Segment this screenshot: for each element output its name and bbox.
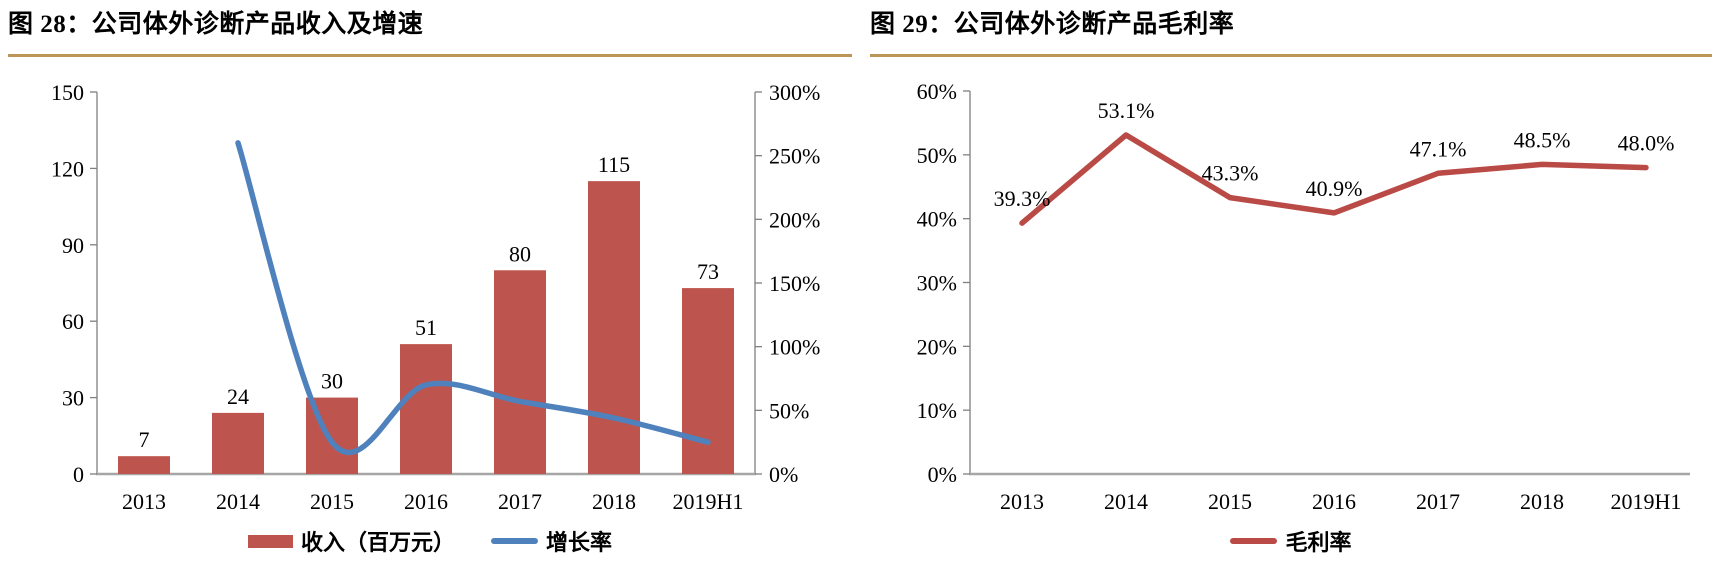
point-value-label: 48.0% — [1618, 131, 1675, 156]
margin-legend-label: 毛利率 — [1285, 530, 1352, 555]
right-axis-tick-label: 200% — [769, 207, 820, 232]
figure-28-title: 图 28：公司体外诊断产品收入及增速 — [8, 11, 424, 38]
margin-line-swatch-icon — [1230, 538, 1278, 544]
y-axis-tick-label: 0% — [928, 462, 957, 487]
point-value-label: 40.9% — [1306, 176, 1363, 201]
figure-28-title-rule — [8, 54, 852, 57]
revenue-growth-chart-svg: 0 30 60 90 120 150 0% 50% 100% 150% 200% 250% 300% 7 2… — [51, 80, 820, 514]
x-axis-label: 2014 — [1104, 489, 1148, 514]
growth-legend-label: 增长率 — [546, 530, 613, 555]
figure-29-title-rule — [870, 54, 1712, 57]
point-value-label: 47.1% — [1410, 136, 1467, 161]
figure-28-legend: 收入（百万元） 增长率 — [0, 525, 860, 557]
left-axis-tick-label: 150 — [51, 80, 84, 105]
point-value-label: 39.3% — [994, 186, 1051, 211]
growth-rate-line — [235, 140, 711, 455]
point-value-label: 43.3% — [1202, 161, 1259, 186]
legend-item-margin: 毛利率 — [1230, 525, 1352, 557]
point-value-label: 53.1% — [1098, 98, 1155, 123]
x-axis-label: 2013 — [1000, 489, 1044, 514]
left-axis-tick-label: 60 — [62, 309, 84, 334]
bar-value-label: 80 — [509, 241, 531, 266]
right-axis-tick-label: 100% — [769, 335, 820, 360]
x-axis-label: 2015 — [1208, 489, 1252, 514]
x-axis-label: 2014 — [216, 489, 260, 514]
right-axis-tick-label: 0% — [769, 462, 798, 487]
bar-value-label: 115 — [598, 152, 630, 177]
gross-margin-chart: 0% 10% 20% 30% 40% 50% 60% 39.3% 53.1% 43.3% 40.9%… — [862, 57, 1720, 519]
y-axis-tick-label: 50% — [917, 143, 957, 168]
right-axis-tick-label: 250% — [769, 144, 820, 169]
right-axis-tick-label: 150% — [769, 271, 820, 296]
revenue-bar — [494, 270, 546, 474]
x-axis-label: 2015 — [310, 489, 354, 514]
legend-item-growth: 增长率 — [491, 525, 612, 557]
left-axis-tick-label: 0 — [73, 462, 84, 487]
revenue-bar — [588, 181, 640, 474]
legend-item-revenue: 收入（百万元） — [247, 525, 455, 557]
figure-29-legend: 毛利率 — [862, 525, 1720, 557]
figure-29: 图 29：公司体外诊断产品毛利率 0% 10% 20% 30% 40% 50% 60% 39.… — [862, 0, 1720, 578]
y-axis-tick-label: 20% — [917, 334, 957, 359]
x-axis-label: 2017 — [498, 489, 542, 514]
revenue-bar — [400, 344, 452, 474]
figure-29-title: 图 29：公司体外诊断产品毛利率 — [870, 11, 1235, 38]
point-value-label: 48.5% — [1514, 127, 1571, 152]
x-axis-label: 2019H1 — [673, 489, 744, 514]
y-axis-tick-label: 30% — [917, 271, 957, 296]
x-axis-label: 2013 — [122, 489, 166, 514]
y-axis-tick-label: 10% — [917, 398, 957, 423]
growth-line-swatch-icon — [491, 538, 538, 544]
bar-value-label: 7 — [139, 427, 150, 452]
x-axis-label: 2018 — [592, 489, 636, 514]
revenue-growth-chart: 0 30 60 90 120 150 0% 50% 100% 150% 200% 250% 300% 7 2… — [0, 57, 860, 519]
revenue-bar-swatch-icon — [247, 534, 293, 548]
gross-margin-line — [1019, 132, 1649, 226]
x-axis-label: 2016 — [1312, 489, 1356, 514]
right-axis-tick-label: 300% — [769, 80, 820, 105]
left-axis-tick-label: 30 — [62, 386, 84, 411]
x-axis-label: 2016 — [404, 489, 448, 514]
x-axis-label: 2019H1 — [1611, 489, 1682, 514]
bar-value-label: 24 — [227, 384, 249, 409]
gross-margin-chart-svg: 0% 10% 20% 30% 40% 50% 60% 39.3% 53.1% 43.3% 40.9%… — [917, 79, 1690, 514]
left-axis-tick-label: 120 — [51, 156, 84, 181]
bar-value-label: 51 — [415, 315, 437, 340]
revenue-bar — [118, 456, 170, 474]
revenue-legend-label: 收入（百万元） — [300, 530, 455, 555]
bar-value-label: 30 — [321, 369, 343, 394]
y-axis-tick-label: 60% — [917, 79, 957, 104]
revenue-bar — [212, 412, 264, 474]
bar-value-label: 73 — [697, 259, 719, 284]
right-axis-tick-label: 50% — [769, 398, 809, 423]
y-axis-tick-label: 40% — [917, 207, 957, 232]
left-axis-tick-label: 90 — [62, 233, 84, 258]
x-axis-label: 2017 — [1416, 489, 1460, 514]
figure-28: 图 28：公司体外诊断产品收入及增速 0 30 60 90 120 150 0% 50% 100… — [0, 11, 860, 557]
x-axis-label: 2018 — [1520, 489, 1564, 514]
revenue-bar — [682, 288, 734, 474]
